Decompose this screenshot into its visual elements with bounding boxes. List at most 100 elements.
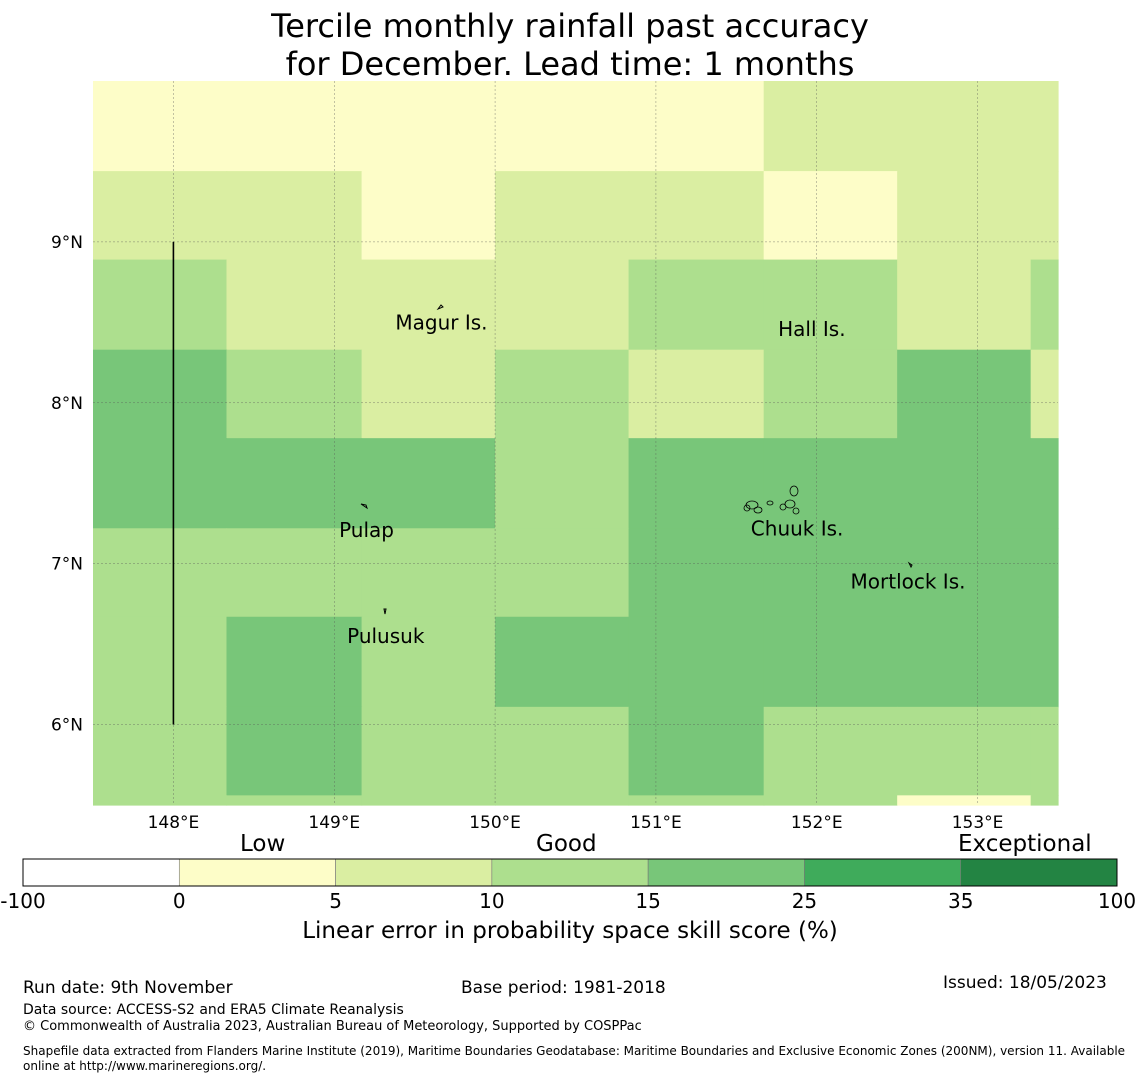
- grid-cell: [897, 795, 1032, 806]
- grid-cell: [763, 528, 898, 618]
- grid-cell: [495, 171, 630, 261]
- island-outline: [779, 503, 787, 511]
- grid-cell: [93, 438, 228, 529]
- grid-cell: [628, 795, 765, 806]
- colorbar-tick-label: 10: [479, 889, 504, 913]
- grid-cell: [763, 616, 898, 708]
- grid-cell: [1030, 259, 1059, 351]
- grid-cell: [226, 528, 363, 618]
- grid-cell: [1030, 171, 1059, 261]
- longitude-tick-label: 148°E: [148, 813, 200, 833]
- grid-cell: [495, 795, 630, 806]
- grid-cell: [1030, 616, 1059, 708]
- grid-cell: [1030, 528, 1059, 618]
- island-outline: [784, 499, 796, 509]
- grid-cell: [361, 528, 496, 618]
- grid-cell: [763, 706, 898, 796]
- place-labels: Magur Is. Hall Is. Pulap Chuuk Is. Mortlock …: [339, 310, 965, 648]
- grid-cell: [897, 259, 1032, 351]
- grid-cell: [93, 349, 228, 439]
- base-period: Base period: 1981-2018: [461, 978, 666, 998]
- grid-cell: [763, 349, 898, 439]
- colorbar-tick-label: 100: [1098, 889, 1136, 913]
- place-label: Pulusuk: [347, 624, 425, 648]
- shapefile-credit-line1: Shapefile data extracted from Flanders M…: [23, 1044, 1126, 1058]
- grid-cell: [226, 706, 363, 796]
- grid-cell: [361, 438, 496, 529]
- grid-cell: [93, 795, 228, 806]
- grid-cell: [1030, 349, 1059, 439]
- grid-cell: [1030, 438, 1059, 529]
- latitude-tick-label: 8°N: [51, 394, 83, 414]
- grid-cell: [628, 438, 765, 529]
- grid-cell: [361, 171, 496, 261]
- grid-cell: [495, 616, 630, 708]
- longitude-tick-label: 151°E: [630, 813, 682, 833]
- grid-cell: [495, 528, 630, 618]
- colorbar-tick-label: 0: [173, 889, 186, 913]
- grid-cell: [763, 171, 898, 261]
- grid-cell: [226, 349, 363, 439]
- grid-cell: [897, 706, 1032, 796]
- colorbar-segment: [22, 858, 180, 887]
- colorbar: [22, 858, 1118, 887]
- grid-cell: [763, 795, 898, 806]
- grid-cell: [361, 706, 496, 796]
- copyright: © Commonwealth of Australia 2023, Austra…: [23, 1019, 642, 1034]
- latitude-tick-label: 6°N: [51, 716, 83, 736]
- latitude-tick-labels: 9°N 8°N 7°N 6°N: [51, 233, 83, 736]
- grid-cell: [1030, 795, 1059, 806]
- grid-cell: [628, 616, 765, 708]
- grid-cell: [763, 438, 898, 529]
- grid-cell: [361, 81, 496, 172]
- map-title-line2: for December. Lead time: 1 months: [285, 45, 855, 83]
- island-outline: [792, 507, 800, 515]
- grid-cell: [226, 171, 363, 261]
- island-outline: [907, 561, 913, 569]
- place-label: Mortlock Is.: [851, 569, 966, 593]
- grid-cell: [763, 81, 898, 172]
- colorbar-tick-label: 15: [635, 889, 660, 913]
- grid-cell: [495, 706, 630, 796]
- longitude-tick-label: 153°E: [952, 813, 1004, 833]
- grid-cell: [93, 171, 228, 261]
- data-source: Data source: ACCESS-S2 and ERA5 Climate …: [23, 1002, 404, 1018]
- grid-cell: [495, 81, 630, 172]
- island-outline: [766, 500, 774, 506]
- colorbar-segment: [491, 858, 649, 887]
- island-outlines: [360, 304, 913, 615]
- run-date: Run date: 9th November: [23, 978, 233, 998]
- longitude-tick-label: 152°E: [791, 813, 843, 833]
- colorbar-category-good: Good: [536, 831, 597, 857]
- grid-cell: [897, 616, 1032, 708]
- grid-cell: [226, 438, 363, 529]
- grid-cell: [628, 349, 765, 439]
- grid-cell: [763, 259, 898, 351]
- grid-cell: [897, 438, 1032, 529]
- island-outline: [436, 304, 444, 311]
- grid-cell: [361, 349, 496, 439]
- grid-cell: [897, 81, 1032, 172]
- grid-cell: [495, 259, 630, 351]
- grid-cell: [226, 616, 363, 708]
- grid-cell: [628, 171, 765, 261]
- longitude-tick-labels: 148°E 149°E 150°E 151°E 152°E 153°E: [148, 813, 1004, 833]
- skill-grid: [93, 81, 1059, 806]
- colorbar-category-low: Low: [240, 831, 286, 857]
- grid-cell: [93, 81, 228, 172]
- grid-cell: [1030, 706, 1059, 796]
- grid-cell: [1030, 81, 1059, 172]
- grid-cell: [628, 706, 765, 796]
- grid-cell: [226, 81, 363, 172]
- place-label: Chuuk Is.: [751, 516, 844, 540]
- longitude-tick-label: 150°E: [469, 813, 521, 833]
- colorbar-segment: [335, 858, 493, 887]
- grid-cell: [226, 795, 363, 806]
- colorbar-tick-label: 25: [792, 889, 817, 913]
- grid-cell: [93, 706, 228, 796]
- grid-cell: [361, 259, 496, 351]
- grid-cell: [495, 349, 630, 439]
- grid-cell: [897, 528, 1032, 618]
- grid-cell: [495, 438, 630, 529]
